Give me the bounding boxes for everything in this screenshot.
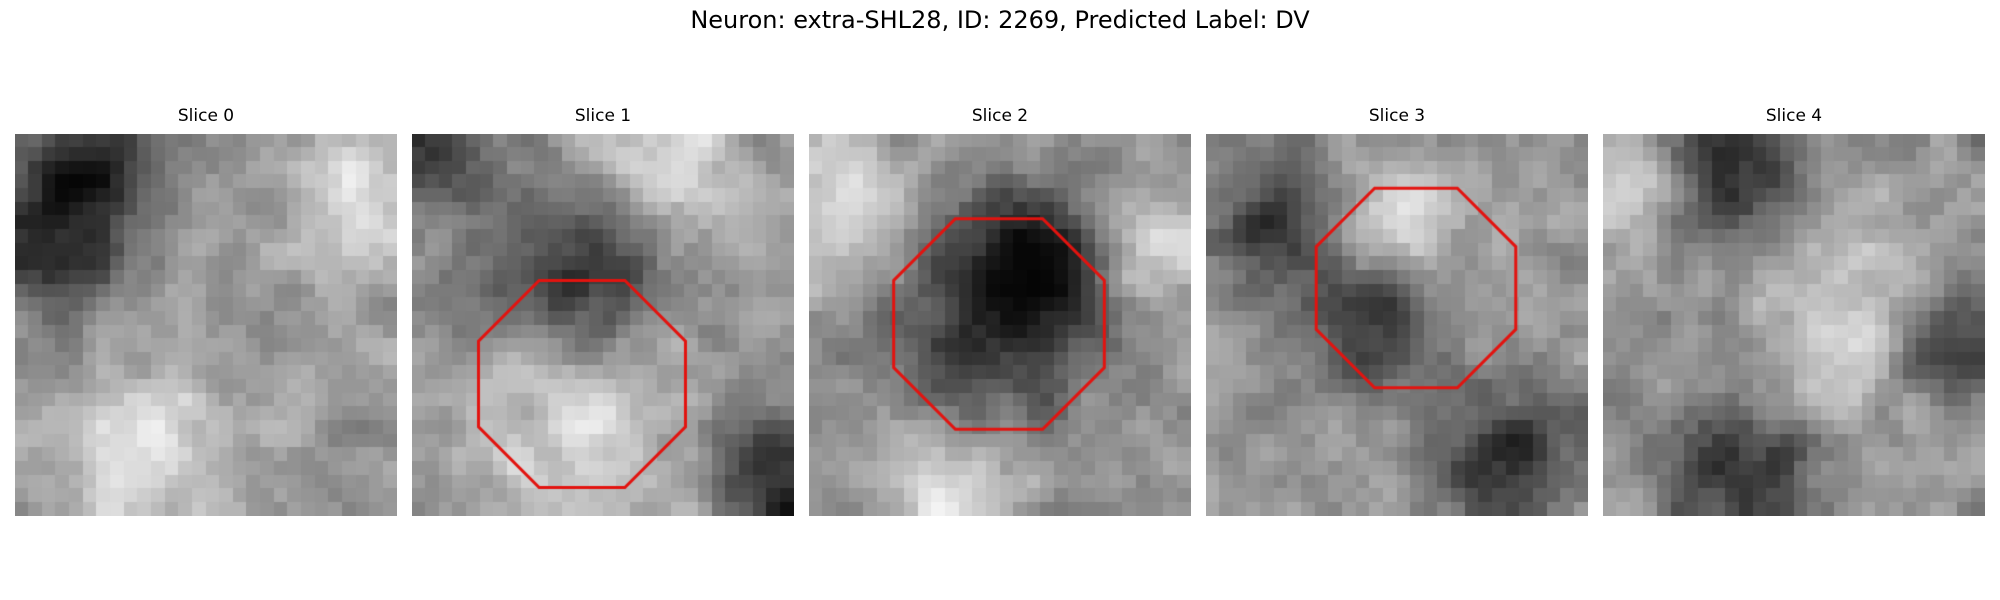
slice-panel-3: Slice 3 — [1206, 106, 1588, 518]
slice-title-3: Slice 3 — [1206, 106, 1588, 126]
slice-image-1 — [412, 134, 794, 516]
slice-panel-2: Slice 2 — [809, 106, 1191, 518]
slice-image-2 — [809, 134, 1191, 516]
slice-panel-1: Slice 1 — [412, 106, 794, 518]
slice-title-0: Slice 0 — [15, 106, 397, 126]
slice-title-2: Slice 2 — [809, 106, 1191, 126]
figure-title: Neuron: extra-SHL28, ID: 2269, Predicted… — [0, 6, 2000, 34]
slice-title-1: Slice 1 — [412, 106, 794, 126]
slice-image-0 — [15, 134, 397, 516]
slice-title-4: Slice 4 — [1603, 106, 1985, 126]
slice-panel-0: Slice 0 — [15, 106, 397, 518]
slice-image-4 — [1603, 134, 1985, 516]
slice-image-3 — [1206, 134, 1588, 516]
slice-panel-4: Slice 4 — [1603, 106, 1985, 518]
